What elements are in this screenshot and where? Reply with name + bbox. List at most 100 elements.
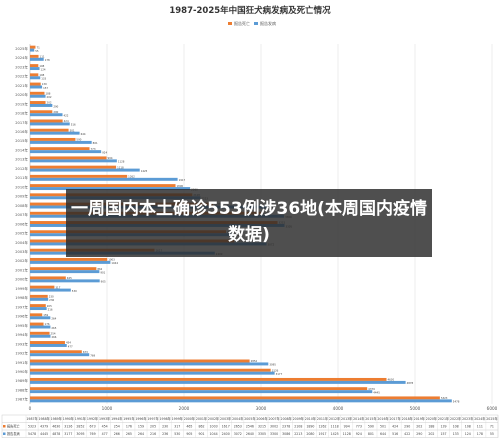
table-cell-deaths: 3215 [258,425,266,429]
table-header-year: 1995年 [123,416,135,421]
table-cell-deaths: 2546 [246,425,254,429]
data-label-deaths: 317 [55,285,60,289]
table-header-year: 1992年 [87,416,99,421]
y-tick-label: 1991年 [15,360,28,365]
bar-deaths [30,82,41,86]
table-cell-deaths: 205 [150,425,156,429]
table-header-year: 2024年 [474,416,486,421]
table-header-year: 2015年 [365,416,377,421]
table-cell-cases: 1425 [331,432,339,436]
table-cell-deaths: 317 [174,425,180,429]
data-label-deaths: 202 [47,101,52,105]
data-label-cases: 924 [102,150,107,154]
data-label-cases: 1128 [118,160,125,164]
data-label-cases: 5478 [453,400,460,404]
table-cell-cases: 290 [416,432,422,436]
bar-cases [30,260,111,264]
table-header-year: 1991年 [75,416,87,421]
bar-cases [30,150,102,154]
bar-deaths [30,267,97,271]
table-cell-cases: 516 [392,432,398,436]
data-label-deaths: 4630 [388,378,395,382]
data-label-deaths: 108 [39,64,44,68]
table-cell-cases: 644 [380,432,386,436]
table-cell-deaths: 3002 [270,425,278,429]
bar-deaths [30,368,271,372]
data-label-cases: 264 [51,317,56,321]
data-label-cases: 178 [45,58,50,62]
bar-deaths [30,137,76,141]
data-label-cases: 4445 [373,390,380,394]
bar-cases [30,76,41,80]
data-label-cases: 236 [49,298,54,302]
legend-label: 报告发病 [260,20,276,26]
bar-deaths [30,304,46,308]
table-cell-cases: 2213 [294,432,302,436]
bar-cases [30,113,63,117]
data-label-cases: 905 [101,280,106,284]
bar-deaths [30,101,46,104]
table-header-year: 1999年 [172,416,184,421]
bar-deaths [30,322,44,326]
bar-deaths [30,64,39,68]
data-label-deaths: 111 [40,55,45,59]
y-tick-label: 1993年 [15,341,28,346]
table-cell-cases: 1044 [210,432,218,436]
bar-cases [30,390,373,394]
table-cell-cases: 124 [465,432,471,436]
table-header-year: 2017年 [389,416,401,421]
bar-deaths [30,331,50,335]
y-tick-label: 1995年 [15,323,28,328]
table-header-year: 2006年 [256,416,268,421]
y-tick-label: 2007年 [15,212,28,217]
table-cell-deaths: 5323 [28,425,36,429]
data-label-deaths: 290 [53,110,58,114]
bar-cases [30,362,269,366]
legend: 报告死亡 报告发病 [228,20,276,26]
table-header-year: 2018年 [402,416,414,421]
table-cell-deaths: 590 [368,425,374,429]
bar-deaths [30,91,45,95]
x-tick-label: 3000 [256,406,267,411]
table-cell-cases: 264 [138,432,144,436]
table-cell-deaths: 2852 [76,425,84,429]
table-cell-cases: 924 [356,432,362,436]
table-cell-cases: 266 [114,432,120,436]
table-cell-cases: 3300 [270,432,278,436]
table-header-year: 2021年 [438,416,450,421]
table-cell-cases: 3177 [64,432,72,436]
data-label-cases: 801 [93,141,98,145]
table-cell-deaths: 4379 [40,425,48,429]
y-tick-label: 2009年 [15,194,28,199]
bar-deaths [30,45,36,49]
table-cell-cases: 157 [440,432,446,436]
data-label-cases: 1044 [111,261,118,265]
table-legend-swatch [3,432,6,435]
y-tick-label: 1994年 [15,332,28,337]
data-label-deaths: 1118 [117,165,124,169]
table-cell-cases: 2080 [306,432,314,436]
table-cell-deaths: 1118 [331,425,339,429]
table-cell-deaths: 2108 [294,425,302,429]
table-header-year: 2009年 [293,416,305,421]
table-header-year: 1998年 [160,416,172,421]
x-tick-label: 6000 [487,406,498,411]
data-label-deaths: 2852 [251,359,258,363]
y-tick-label: 2015年 [15,138,28,143]
bar-deaths [30,147,90,151]
table-header-year: 1996年 [135,416,147,421]
x-tick-labels: 0 1000 2000 3000 4000 5000 6000 [29,406,498,411]
table-cell-deaths: 290 [404,425,410,429]
bar-cases [30,288,71,292]
y-tick-label: 2004年 [15,240,28,245]
y-tick-label: 2002年 [15,258,28,263]
x-tick-label: 4000 [333,406,344,411]
data-label-deaths: 3126 [272,368,279,372]
y-tick-label: 2013年 [15,157,28,162]
bar-cases [30,353,90,357]
data-label-deaths: 108 [39,73,44,77]
x-tick-label: 5000 [410,406,421,411]
y-tick-label: 2016年 [15,129,28,134]
data-label-deaths: 205 [47,304,52,308]
table-header-year: 2003年 [220,416,232,421]
